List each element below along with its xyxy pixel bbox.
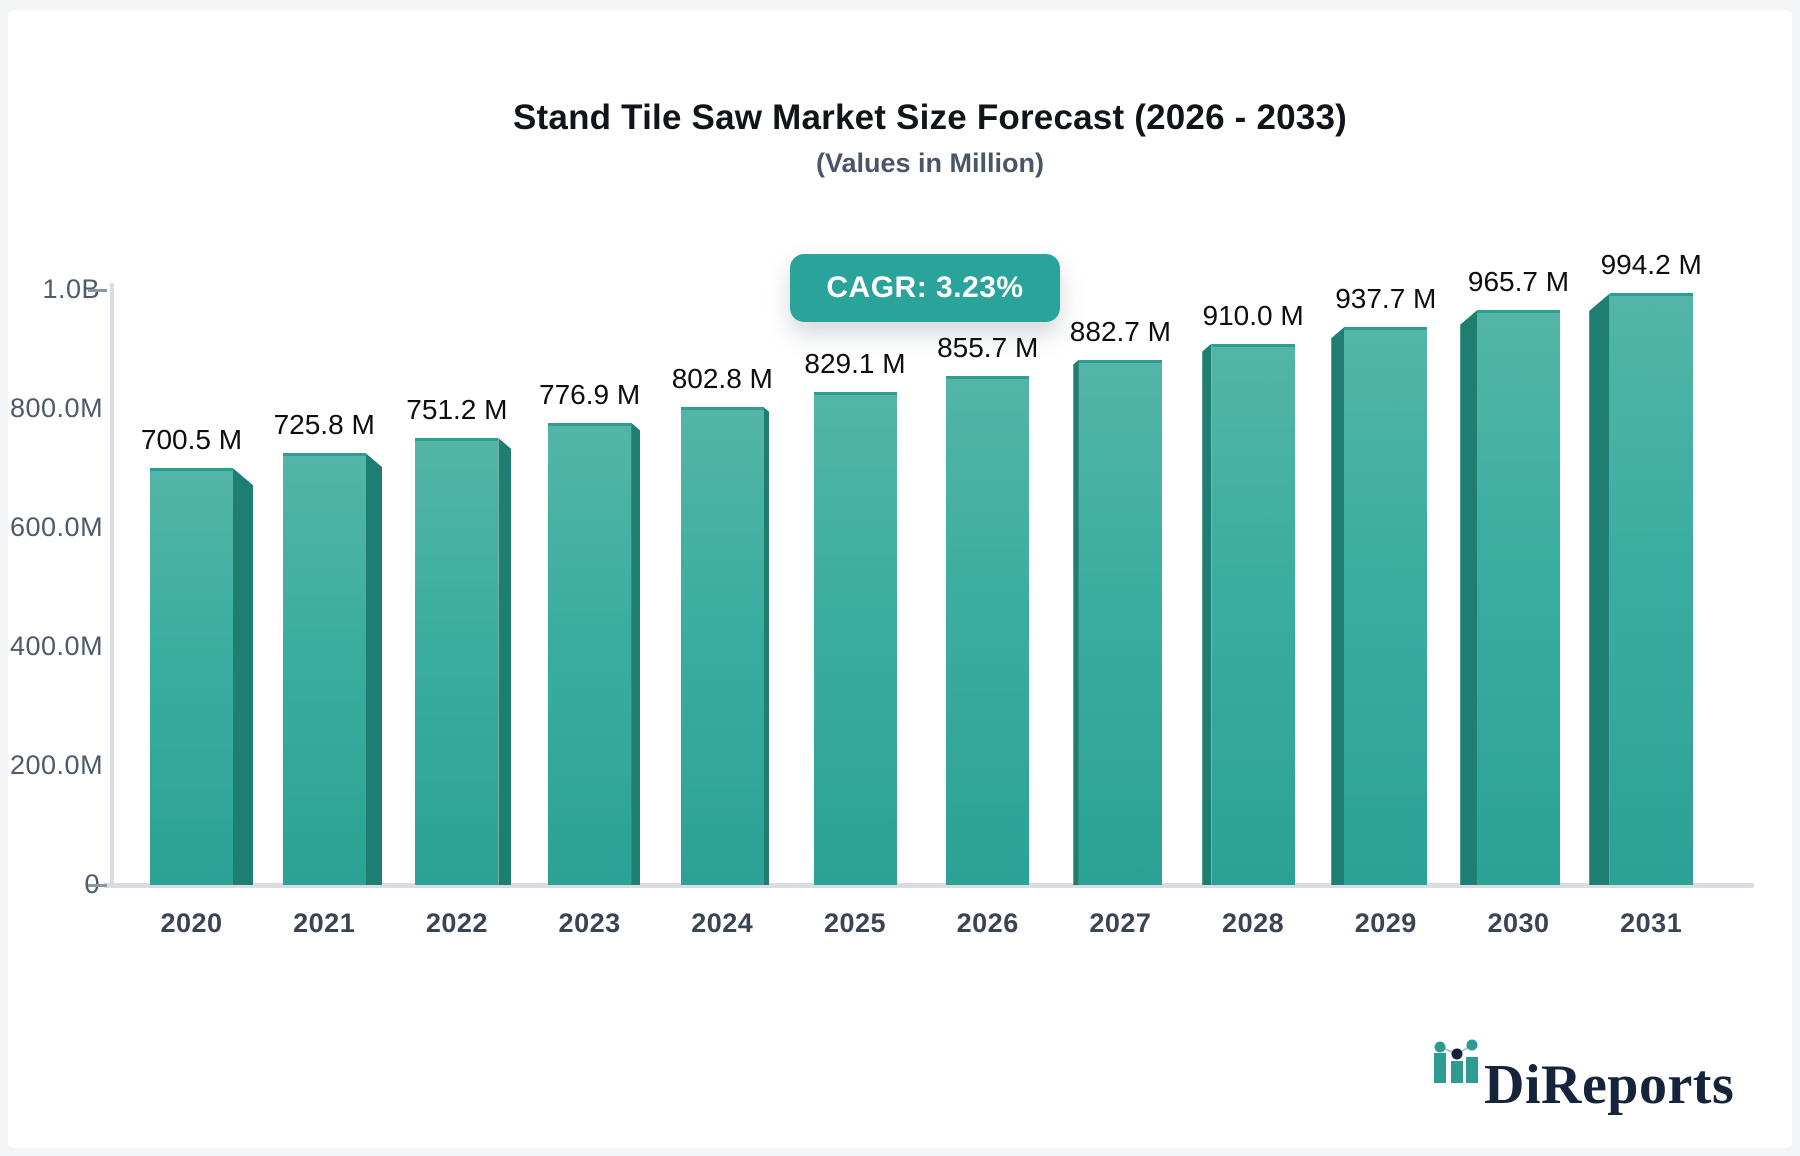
bar-2028[interactable]: [1211, 343, 1295, 885]
bar-value-label-2031: 994.2 M: [1600, 249, 1702, 281]
bar-value-label-2029: 937.7 M: [1335, 283, 1437, 315]
bar-2022[interactable]: [415, 438, 499, 885]
bar-2025[interactable]: [813, 391, 897, 885]
brand-logo: DiReports: [1428, 1035, 1758, 1116]
bar-side-face-2031: [1589, 293, 1610, 885]
bar-side-face-2022: [498, 438, 512, 885]
bar-side-face-2027: [1073, 359, 1079, 885]
bar-2030[interactable]: [1477, 310, 1560, 885]
bar-side-face-2020: [233, 468, 254, 885]
y-axis-tick-label: 0: [10, 869, 100, 900]
bar-2024[interactable]: [680, 407, 764, 885]
bar-2020[interactable]: [150, 468, 233, 885]
bar-value-label-2025: 829.1 M: [804, 347, 906, 379]
bar-value-label-2030: 965.7 M: [1467, 266, 1570, 298]
x-axis-label-2022: 2022: [425, 908, 488, 938]
y-axis-tick-label: 1.0B: [42, 274, 100, 304]
bar-value-label-2020: 700.5 M: [140, 424, 243, 456]
bar-2021[interactable]: [282, 453, 366, 885]
bar-side-face-2023: [631, 422, 641, 885]
bar-2026[interactable]: [946, 375, 1030, 885]
y-axis-tick-mark: [88, 884, 107, 887]
x-axis-line: [104, 883, 1754, 888]
bar-side-face-2024: [763, 407, 770, 885]
bar-2029[interactable]: [1344, 327, 1428, 885]
bar-side-face-2028: [1202, 343, 1212, 885]
x-axis-label-2025: 2025: [823, 908, 887, 938]
bar-value-label-2028: 910.0 M: [1202, 299, 1304, 331]
cagr-badge: CAGR: 3.23%: [790, 254, 1060, 322]
y-axis-tick-label: 200.0M: [10, 750, 104, 780]
x-axis-label-2023: 2023: [558, 908, 621, 938]
bar-side-face-2021: [365, 453, 383, 885]
x-axis-label-2026: 2026: [956, 908, 1019, 938]
bar-value-label-2023: 776.9 M: [539, 378, 641, 410]
x-axis-label-2028: 2028: [1222, 908, 1285, 938]
chart-subtitle: (Values in Million): [815, 148, 1045, 178]
x-axis-label-2027: 2027: [1089, 908, 1152, 938]
y-axis-tick-label: 400.0M: [10, 631, 104, 661]
bar-2031[interactable]: [1609, 293, 1693, 885]
x-axis-label-2021: 2021: [293, 908, 356, 938]
bar-value-label-2022: 751.2 M: [406, 394, 508, 426]
x-axis-label-2024: 2024: [691, 908, 754, 938]
y-axis-tick-label: 600.0M: [10, 512, 104, 542]
x-axis-label-2031: 2031: [1620, 908, 1683, 938]
bar-value-label-2024: 802.8 M: [671, 363, 773, 395]
bar-2027[interactable]: [1078, 359, 1162, 885]
y-axis-tick-label: 800.0M: [10, 393, 104, 423]
y-axis-tick-mark: [88, 289, 107, 292]
bar-value-label-2027: 882.7 M: [1069, 315, 1171, 347]
chart-title: Stand Tile Saw Market Size Forecast (202…: [513, 98, 1347, 137]
x-axis-label-2029: 2029: [1354, 908, 1417, 938]
x-axis-label-2030: 2030: [1487, 908, 1550, 938]
bar-value-label-2026: 855.7 M: [937, 331, 1039, 363]
y-axis-line: [110, 283, 114, 887]
bar-chart-logo-icon: [1434, 1039, 1478, 1083]
cagr-badge-label: CAGR: 3.23%: [826, 271, 1024, 304]
x-axis-label-2020: 2020: [160, 908, 223, 938]
bar-value-label-2021: 725.8 M: [273, 409, 375, 441]
brand-name: DiReports: [1484, 1054, 1735, 1116]
bar-side-face-2030: [1460, 310, 1477, 885]
bar-2023[interactable]: [548, 422, 632, 885]
bar-side-face-2029: [1331, 327, 1345, 885]
